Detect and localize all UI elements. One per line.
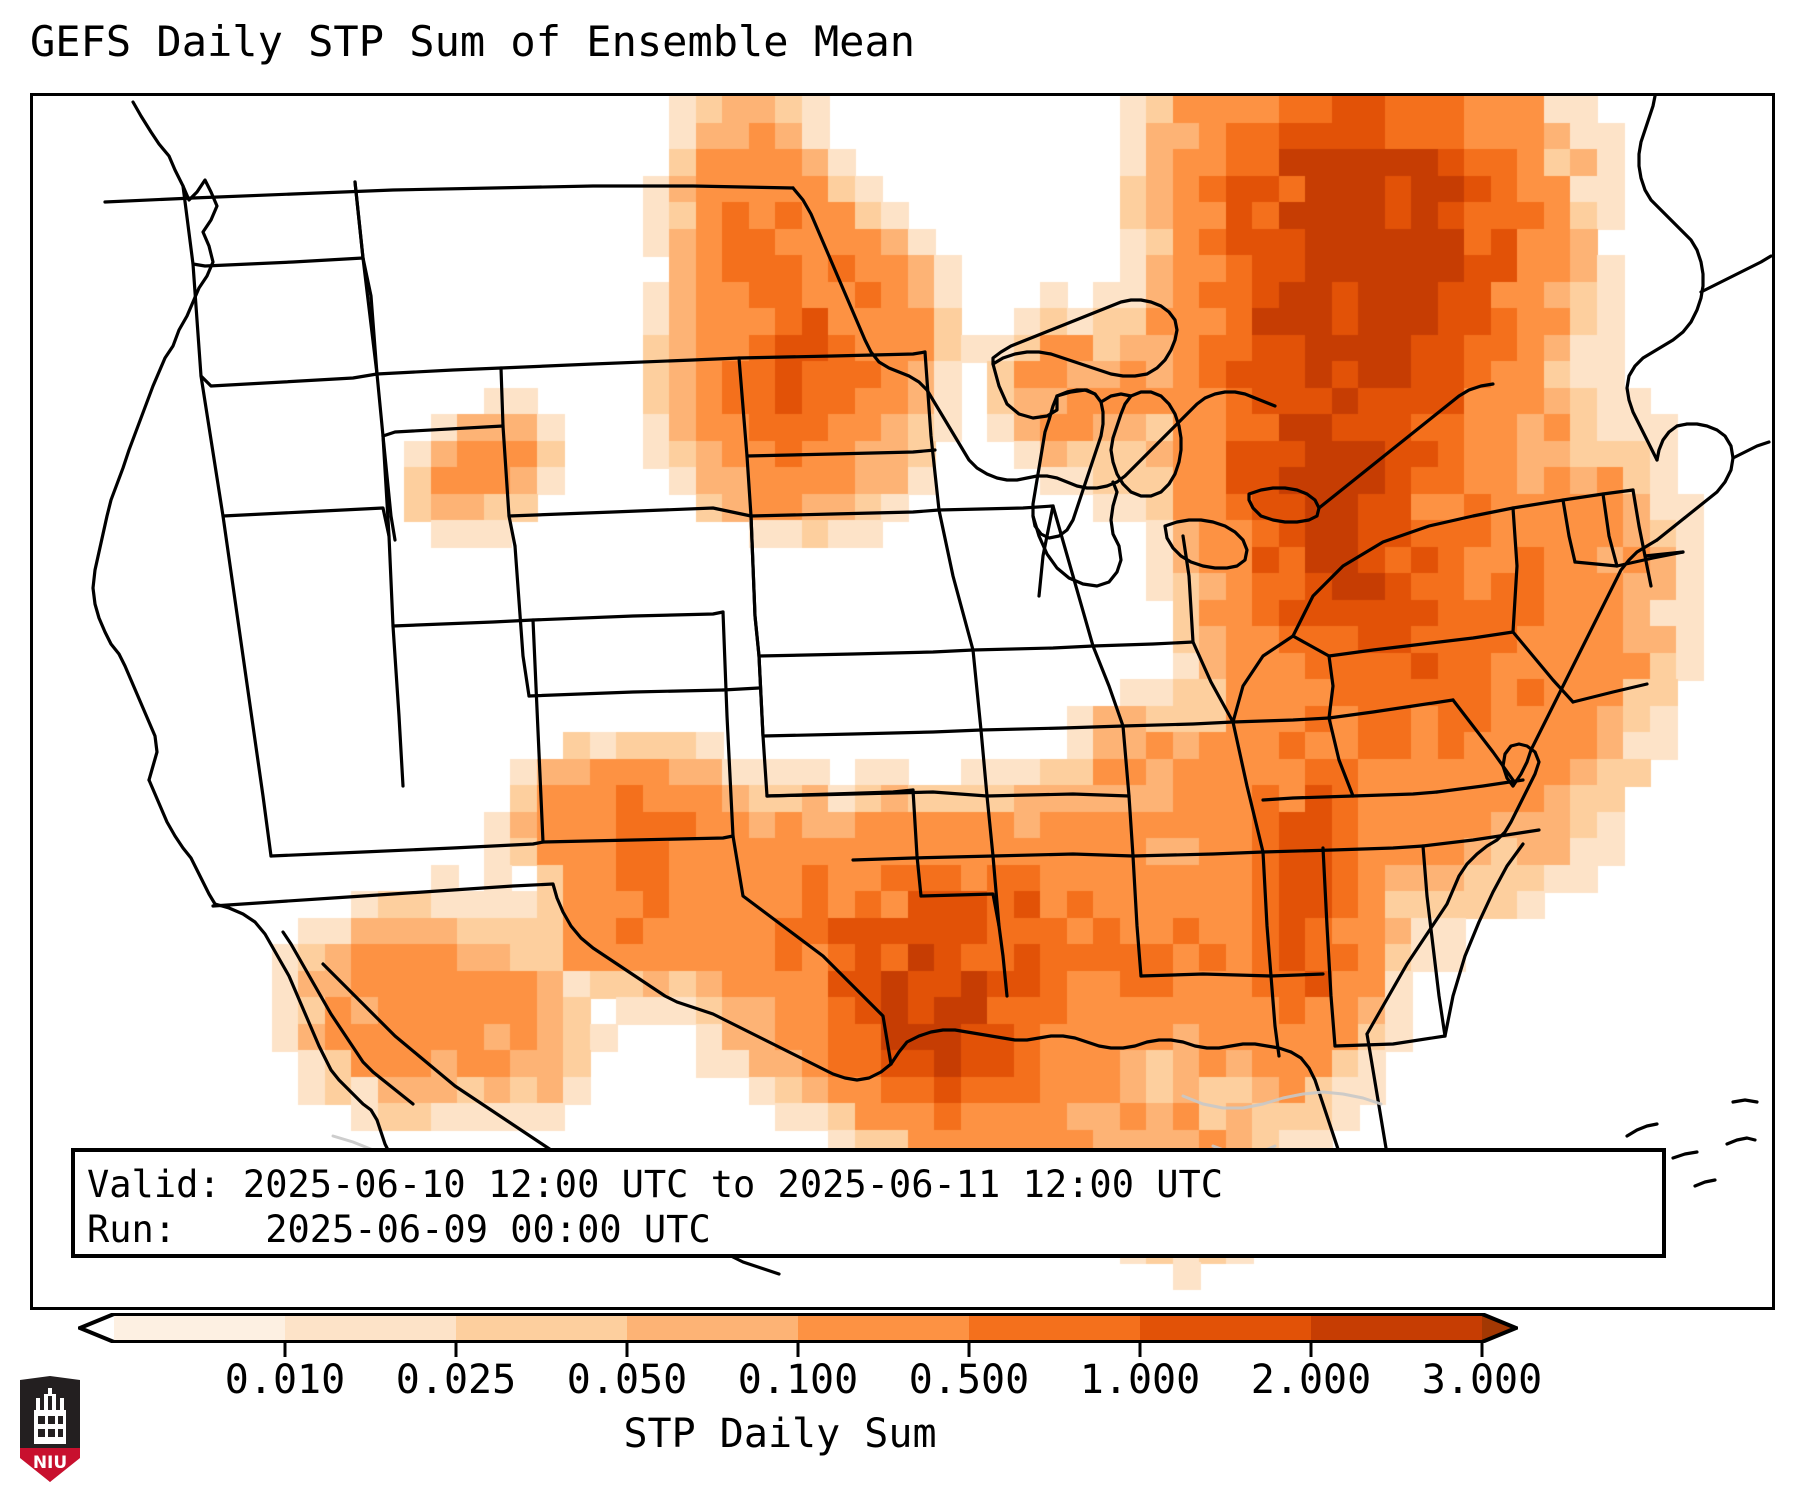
colorbar-tick-label: 2.000: [1250, 1357, 1372, 1403]
colorbar-tick-labels: 0.010 0.025 0.050 0.100 0.500 1.000 2.000 3.000: [0, 1357, 1803, 1405]
colorbar-tick-label: 0.025: [395, 1357, 517, 1403]
page-title: GEFS Daily STP Sum of Ensemble Mean: [30, 17, 916, 66]
colorbar-band: [1311, 1313, 1483, 1343]
colorbar-tick-label: 1.000: [1079, 1357, 1201, 1403]
colorbar-band: [114, 1313, 286, 1343]
colorbar-tick-label: 0.010: [224, 1357, 346, 1403]
colorbar-extend-arrow: [1482, 1313, 1518, 1343]
colorbar[interactable]: [78, 1313, 1518, 1343]
colorbar-tick-label: 0.500: [908, 1357, 1030, 1403]
colorbar-band: [627, 1313, 799, 1343]
map-axes[interactable]: Valid: 2025-06-10 12:00 UTC to 2025-06-1…: [30, 93, 1775, 1310]
colorbar-tick-label: 0.050: [566, 1357, 688, 1403]
valid-time-line: Valid: 2025-06-10 12:00 UTC to 2025-06-1…: [87, 1163, 1224, 1206]
colorbar-tick-marks: [283, 1343, 1484, 1357]
colorbar-axis-label: STP Daily Sum: [623, 1411, 937, 1457]
colorbar-tick-label: 3.000: [1421, 1357, 1543, 1403]
niu-logo: NIU: [20, 1376, 80, 1482]
colorbar-outline: [78, 1313, 1518, 1343]
map-geography-layer: [91, 96, 1772, 1276]
colorbar-band: [969, 1313, 1141, 1343]
colorbar-tick-label: 0.100: [737, 1357, 859, 1403]
colorbar-gradient: [78, 1313, 1518, 1343]
stp-heatmap-layer: [33, 96, 1772, 1307]
niu-logo-text: NIU: [33, 1453, 67, 1473]
colorbar-band: [456, 1313, 628, 1343]
run-time-line: Run: 2025-06-09 00:00 UTC: [87, 1208, 711, 1251]
forecast-info-box: Valid: 2025-06-10 12:00 UTC to 2025-06-1…: [71, 1148, 1666, 1258]
colorbar-extend-arrow: [78, 1313, 114, 1343]
colorbar-band: [285, 1313, 457, 1343]
colorbar-band: [1140, 1313, 1312, 1343]
colorbar-band: [798, 1313, 970, 1343]
